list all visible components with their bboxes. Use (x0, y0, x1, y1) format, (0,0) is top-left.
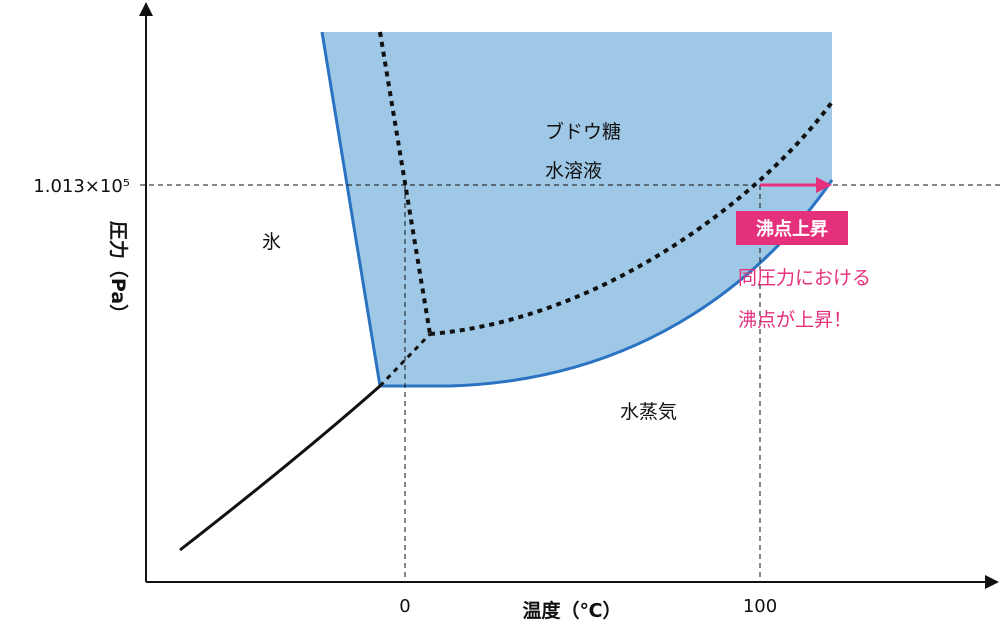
boiling-elevation-arrowhead-icon (816, 177, 832, 193)
annotation-line-2: 沸点が上昇！ (738, 309, 852, 331)
water-vapor-curve (429, 100, 834, 336)
boiling-elevation-badge (736, 211, 848, 245)
y-axis-title: 圧力（Pa） (107, 221, 130, 323)
y-tick-label: 1.013×10⁵ (33, 176, 130, 197)
x-tick-label-100: 100 (743, 596, 777, 617)
solution-region (322, 32, 832, 386)
annotation-line-1: 同圧力における (738, 267, 871, 289)
region-label-vapor: 水蒸気 (620, 401, 677, 423)
solution-melting-curve (320, 31, 382, 387)
region-label-ice: 氷 (262, 231, 281, 253)
water-sublimation-extension (378, 332, 432, 388)
x-axis-title: 温度（℃） (522, 599, 621, 622)
sublimation-curve (179, 384, 381, 552)
region-label-solution-2: 水溶液 (545, 160, 602, 182)
y-axis-arrow-icon (139, 2, 153, 16)
badge-label: 沸点上昇 (756, 218, 828, 240)
water-melting-curve (378, 31, 432, 335)
x-tick-label-0: 0 (399, 596, 410, 617)
region-label-solution-1: ブドウ糖 (545, 120, 621, 143)
x-axis-arrow-icon (985, 575, 999, 589)
